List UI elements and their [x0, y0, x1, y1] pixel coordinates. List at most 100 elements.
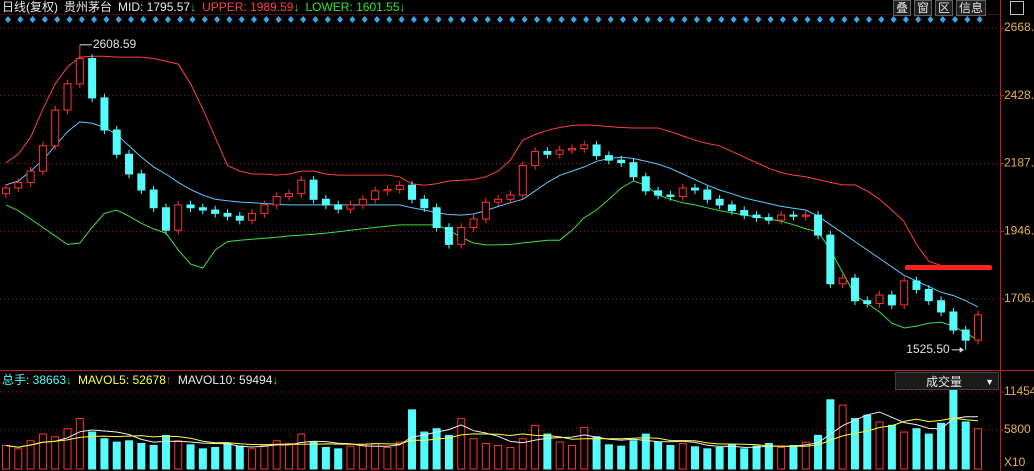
event-marker: [115, 16, 122, 23]
event-marker: [816, 16, 823, 23]
event-marker: [128, 16, 134, 23]
volume-bar: [814, 434, 823, 470]
event-marker: [952, 16, 959, 23]
toolbar-button[interactable]: 区: [935, 0, 954, 16]
candle-body: [838, 277, 847, 285]
volume-bar: [26, 440, 35, 470]
toolbar-button[interactable]: 叠: [893, 0, 912, 16]
candle-body: [371, 190, 380, 200]
candle-body: [506, 194, 515, 200]
volume-bar: [444, 434, 453, 470]
candle-body: [949, 311, 958, 331]
event-marker: [779, 16, 786, 23]
y-tick-label: 11454: [1004, 384, 1034, 398]
event-marker: [152, 16, 159, 23]
event-marker: [423, 16, 430, 23]
candle-body: [592, 144, 601, 157]
volume-bar: [149, 444, 158, 470]
event-marker: [915, 16, 922, 23]
volume-bar: [789, 444, 798, 470]
candle-body: [457, 226, 466, 245]
indicator-value: MID: 1795.57↓: [118, 0, 196, 15]
window-button[interactable]: [1010, 1, 1024, 15]
volume-value-arrow: ↑: [165, 373, 172, 387]
event-marker: [939, 16, 946, 23]
event-marker: [410, 16, 417, 23]
volume-bar: [604, 444, 613, 470]
event-marker: [607, 16, 614, 23]
event-marker: [964, 16, 971, 23]
candle-body: [900, 280, 909, 306]
candle-body: [137, 173, 146, 191]
volume-bar: [321, 446, 330, 470]
volume-bar: [260, 444, 269, 470]
candle-body: [555, 149, 564, 155]
candle-body: [51, 109, 60, 147]
event-marker: [337, 16, 344, 23]
event-marker: [755, 16, 762, 23]
volume-bar: [2, 444, 10, 470]
volume-bar: [703, 448, 712, 470]
volume-bar: [297, 433, 306, 470]
annotation-label: 2608.59: [93, 37, 137, 51]
candle-body: [924, 288, 933, 302]
candle-body: [801, 214, 810, 217]
candle-body: [604, 155, 613, 161]
volume-bar: [346, 445, 355, 470]
candle-body: [481, 201, 490, 220]
annotation-label: 1525.50: [906, 342, 950, 356]
volume-bar: [112, 441, 121, 470]
volume-bar: [592, 436, 601, 470]
volume-value-text: MAVOL5: 52678: [78, 373, 166, 387]
event-marker: [349, 16, 356, 23]
volume-bar: [531, 424, 540, 470]
band-line: [5, 55, 979, 269]
candle-body: [937, 300, 946, 313]
annotation-arrow: [959, 346, 964, 353]
candle-body: [703, 189, 712, 200]
candle-body: [260, 204, 269, 214]
period-label: 日线(复权): [2, 0, 58, 14]
toolbar-button[interactable]: 信息: [956, 0, 987, 16]
event-marker: [324, 16, 331, 23]
candle-body: [432, 207, 441, 228]
volume-bar: [875, 421, 884, 470]
candle-body: [518, 165, 527, 196]
volume-bar: [691, 446, 700, 470]
indicator-select[interactable]: 成交量 ▼: [895, 372, 999, 390]
volume-bar: [186, 444, 195, 470]
event-marker: [91, 16, 98, 23]
candle-body: [272, 195, 281, 206]
candle-body: [408, 184, 417, 200]
event-marker: [681, 16, 688, 23]
candle-body: [149, 189, 158, 209]
event-marker: [5, 16, 11, 23]
event-marker: [238, 16, 245, 23]
candle-body: [961, 329, 970, 341]
event-marker: [177, 16, 184, 23]
event-marker: [890, 16, 897, 23]
candle-body: [617, 159, 626, 164]
candle-body: [764, 217, 773, 221]
volume-bar: [371, 442, 380, 470]
candle-body: [334, 204, 343, 210]
event-marker: [41, 16, 48, 23]
event-marker: [374, 16, 380, 23]
indicator-value-arrow: ↓: [190, 0, 197, 14]
event-marker: [78, 16, 85, 23]
indicator-value: LOWER: 1601.55↓: [305, 0, 405, 15]
candle-body: [321, 198, 330, 206]
toolbar-button[interactable]: 窗: [914, 0, 933, 16]
event-marker: [829, 16, 836, 23]
volume-bar: [174, 440, 183, 470]
volume-bar: [51, 436, 60, 470]
event-marker: [140, 16, 147, 23]
candle-body: [740, 210, 749, 216]
event-marker: [583, 16, 590, 23]
event-marker: [866, 16, 872, 23]
toolbar: 叠窗区信息: [893, 0, 987, 16]
y-tick-label: 1946.0: [1004, 224, 1034, 238]
candle-body: [789, 214, 798, 217]
candle-body: [444, 226, 453, 245]
